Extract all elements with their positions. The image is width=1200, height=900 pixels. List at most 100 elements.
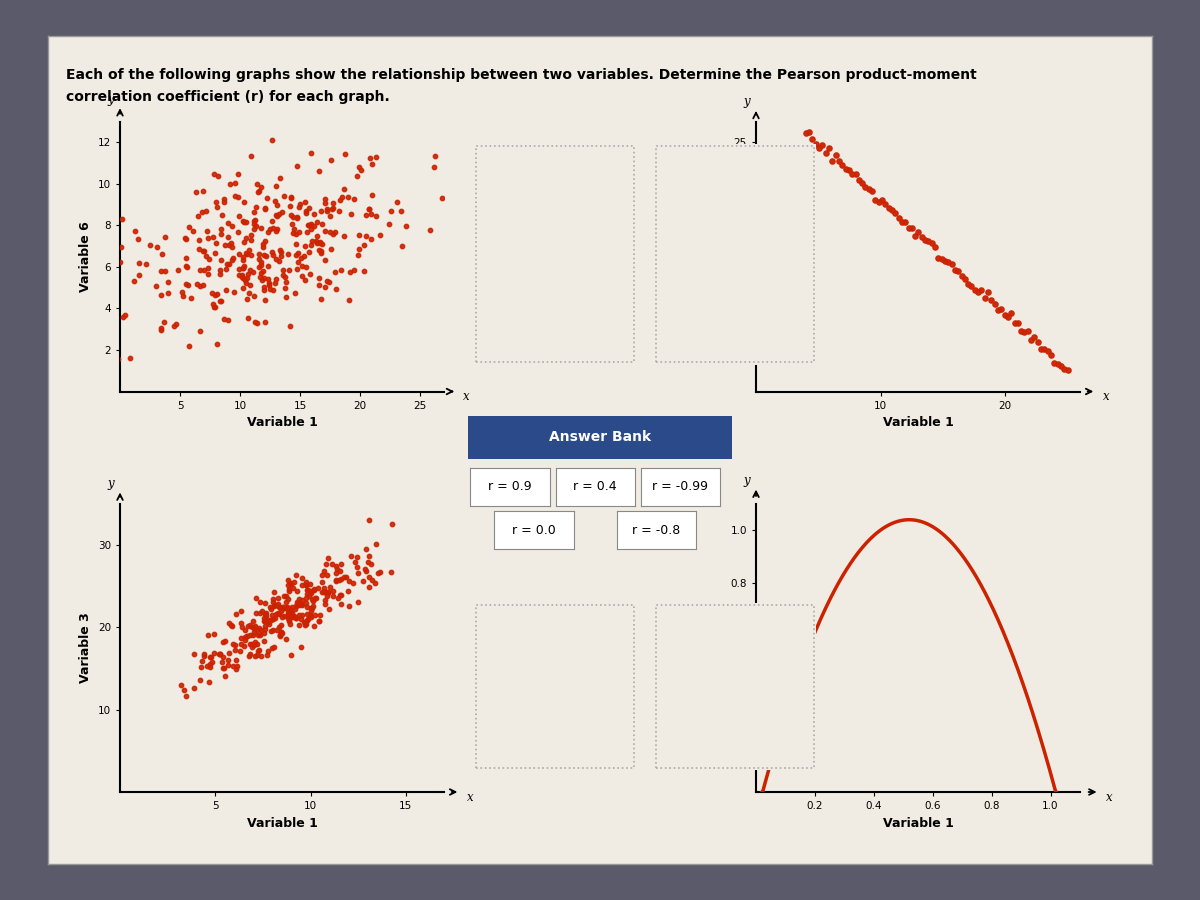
Point — [179, 220, 198, 234]
Point — [286, 227, 305, 241]
Point — [311, 292, 330, 306]
Point — [272, 626, 292, 640]
Point — [360, 150, 379, 165]
Point — [250, 595, 269, 609]
Point — [176, 251, 196, 266]
Point — [365, 576, 384, 590]
Point — [215, 669, 234, 683]
Point — [335, 229, 354, 243]
Point — [284, 608, 304, 623]
Point — [312, 204, 331, 219]
Point — [354, 573, 373, 588]
Point — [1058, 363, 1078, 377]
Point — [324, 196, 343, 211]
Point — [233, 271, 252, 285]
Point — [192, 653, 211, 668]
Point — [272, 205, 292, 220]
Point — [241, 228, 260, 242]
Point — [252, 266, 271, 280]
Point — [932, 252, 952, 266]
Point — [242, 620, 262, 634]
Point — [432, 191, 451, 205]
Y-axis label: Variable 8: Variable 8 — [712, 613, 725, 683]
Point — [242, 148, 262, 163]
Point — [198, 627, 217, 642]
Point — [250, 621, 269, 635]
Point — [259, 278, 278, 293]
Point — [280, 613, 299, 627]
Point — [324, 589, 343, 603]
Point — [271, 248, 290, 263]
Y-axis label: Variable 5: Variable 5 — [715, 221, 728, 292]
Point — [330, 572, 349, 587]
Point — [991, 302, 1010, 316]
Point — [256, 314, 275, 328]
Point — [307, 214, 326, 229]
Point — [194, 646, 214, 661]
Point — [185, 647, 204, 662]
Point — [176, 688, 196, 703]
Point — [155, 264, 174, 278]
Point — [254, 248, 274, 262]
Y-axis label: Variable 6: Variable 6 — [79, 221, 92, 292]
Point — [916, 233, 935, 248]
Point — [320, 225, 340, 239]
Point — [340, 574, 359, 589]
Point — [290, 196, 310, 211]
Point — [244, 265, 263, 279]
Point — [271, 243, 290, 257]
Point — [296, 578, 316, 592]
Point — [296, 616, 316, 631]
Point — [299, 611, 318, 625]
Point — [115, 308, 134, 322]
Point — [962, 278, 982, 293]
Point — [277, 631, 296, 645]
Point — [217, 257, 236, 272]
Point — [326, 565, 346, 580]
Point — [989, 302, 1008, 317]
Point — [173, 289, 192, 303]
Point — [199, 674, 218, 688]
Point — [978, 284, 997, 299]
Point — [245, 222, 264, 237]
Point — [172, 678, 191, 692]
Point — [325, 266, 344, 280]
Point — [301, 146, 320, 160]
Point — [296, 203, 316, 218]
Point — [206, 236, 226, 250]
Point — [322, 153, 341, 167]
Point — [146, 279, 166, 293]
Point — [202, 654, 221, 669]
Point — [245, 205, 264, 220]
Point — [278, 608, 298, 622]
Point — [290, 591, 310, 606]
Point — [198, 261, 217, 275]
X-axis label: Variable 1: Variable 1 — [882, 416, 954, 429]
Point — [810, 140, 829, 155]
Point — [108, 351, 127, 365]
Point — [302, 233, 322, 248]
Point — [359, 513, 378, 527]
Point — [301, 584, 320, 598]
Point — [188, 209, 208, 223]
Point — [218, 230, 238, 244]
Point — [287, 595, 306, 609]
Point — [191, 263, 210, 277]
Point — [326, 572, 346, 587]
Point — [203, 296, 222, 310]
Point — [318, 202, 337, 216]
Point — [287, 611, 306, 625]
Point — [266, 252, 286, 266]
Point — [226, 637, 245, 652]
Point — [256, 609, 275, 624]
Point — [258, 644, 277, 658]
Point — [190, 672, 209, 687]
Point — [234, 639, 253, 653]
Point — [270, 628, 289, 643]
Point — [280, 614, 299, 628]
Point — [280, 605, 299, 619]
Point — [288, 210, 307, 224]
Point — [340, 292, 359, 307]
Point — [259, 613, 278, 627]
Point — [247, 636, 266, 651]
